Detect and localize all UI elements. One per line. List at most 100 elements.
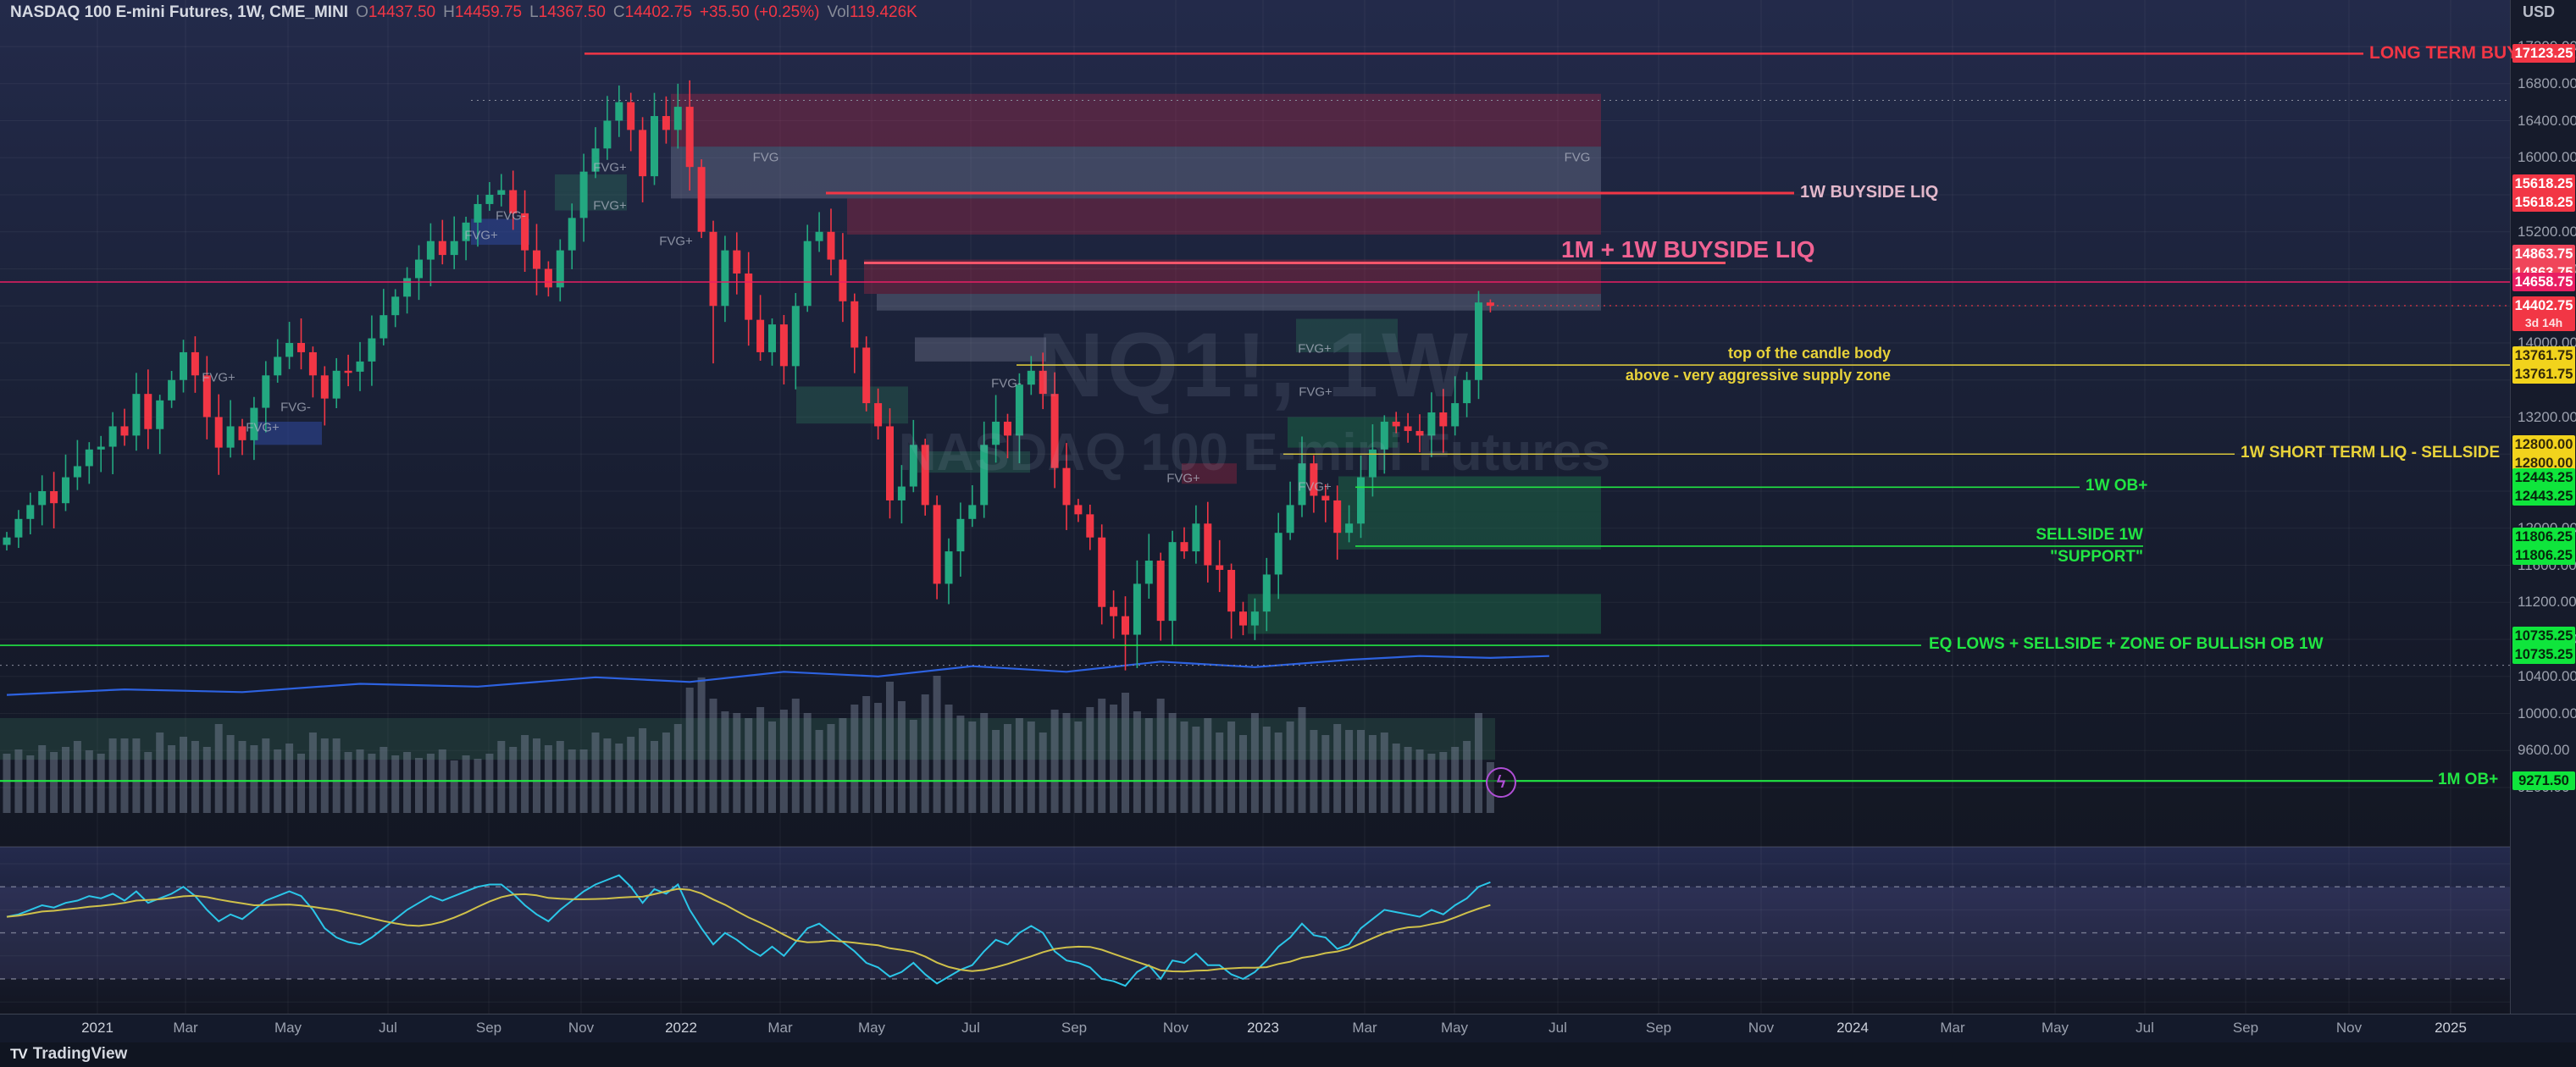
zone-demand[interactable]	[555, 191, 627, 211]
candle[interactable]	[474, 203, 482, 223]
candle[interactable]	[509, 190, 518, 213]
annotation-1m-ob[interactable]: 1M OB+	[2438, 771, 2499, 788]
candle[interactable]	[97, 446, 105, 450]
candle[interactable]	[1286, 505, 1294, 534]
candle[interactable]	[956, 518, 965, 552]
candle[interactable]	[26, 505, 35, 519]
candle[interactable]	[391, 296, 400, 316]
candle[interactable]	[791, 306, 800, 367]
candle[interactable]	[1098, 537, 1106, 607]
candle[interactable]	[1310, 463, 1318, 496]
candle[interactable]	[639, 130, 647, 177]
rsi-pane[interactable]	[0, 847, 2510, 1014]
candle[interactable]	[202, 375, 211, 417]
candle[interactable]	[1180, 542, 1188, 552]
zone-fvg[interactable]	[877, 294, 1601, 311]
candle[interactable]	[1050, 394, 1059, 468]
candle[interactable]	[992, 421, 1000, 445]
annotation-1w-buyside-liq[interactable]: 1W BUYSIDE LIQ	[1800, 183, 1939, 202]
candle[interactable]	[62, 477, 69, 504]
candle[interactable]	[874, 403, 883, 427]
candle[interactable]	[1368, 449, 1377, 478]
zone-ob[interactable]	[1248, 594, 1601, 634]
candle[interactable]	[1380, 421, 1388, 450]
candle[interactable]	[921, 445, 929, 506]
candle[interactable]	[285, 343, 294, 357]
zone-ob[interactable]	[1338, 511, 1601, 550]
candle[interactable]	[521, 213, 529, 251]
candle[interactable]	[1216, 565, 1224, 570]
candle[interactable]	[1262, 574, 1271, 612]
candle[interactable]	[1392, 421, 1400, 427]
candle[interactable]	[568, 218, 576, 251]
candle[interactable]	[1133, 583, 1141, 635]
annotation-1w-short-term-liq[interactable]: 1W SHORT TERM LIQ - SELLSIDE	[2241, 444, 2501, 462]
candle[interactable]	[1062, 467, 1071, 506]
candle[interactable]	[168, 379, 176, 401]
annotation-sellside-support[interactable]: "SUPPORT"	[2050, 548, 2143, 566]
candle[interactable]	[533, 250, 540, 269]
candle[interactable]	[438, 240, 446, 256]
candle[interactable]	[1357, 477, 1365, 524]
candle[interactable]	[250, 407, 258, 440]
zone-demand[interactable]	[555, 174, 627, 192]
annotation-supply-zone-line2[interactable]: above - very aggressive supply zone	[1625, 367, 1891, 384]
zone-supply[interactable]	[847, 198, 1601, 235]
candle[interactable]	[1168, 542, 1177, 622]
candle[interactable]	[1427, 412, 1436, 436]
candle[interactable]	[356, 361, 364, 372]
annotation-sellside-1w[interactable]: SELLSIDE 1W	[2036, 526, 2143, 544]
candle[interactable]	[968, 505, 977, 519]
candle[interactable]	[1074, 505, 1083, 515]
time-axis[interactable]: 2021 Mar May Jul Sep Nov 2022 Mar May Jul Sep Nov 20…	[0, 1014, 2576, 1042]
candle[interactable]	[733, 250, 741, 274]
symbol-title[interactable]: NASDAQ 100 E-mini Futures, 1W, CME_MINI	[10, 3, 349, 21]
candle[interactable]	[544, 268, 552, 288]
candle[interactable]	[214, 417, 223, 448]
candle[interactable]	[662, 116, 670, 130]
price-axis[interactable]: USD 17200.0016800.0016400.0016000.001520…	[2510, 0, 2576, 1014]
zone-supply[interactable]	[1182, 463, 1237, 484]
candle[interactable]	[1439, 412, 1448, 427]
zone-demand[interactable]	[917, 451, 1030, 473]
candle[interactable]	[1086, 514, 1094, 538]
candle[interactable]	[1345, 523, 1354, 534]
candle[interactable]	[120, 426, 129, 436]
candle[interactable]	[1015, 384, 1023, 436]
candle[interactable]	[980, 445, 989, 506]
candle[interactable]	[1039, 370, 1047, 395]
candle[interactable]	[1122, 616, 1129, 635]
candle[interactable]	[426, 240, 435, 260]
annotation-supply-zone-line1[interactable]: top of the candle body	[1728, 345, 1891, 362]
candle[interactable]	[1404, 426, 1412, 431]
candle[interactable]	[1027, 370, 1035, 385]
candle[interactable]	[191, 351, 199, 376]
candle[interactable]	[14, 518, 23, 538]
candle[interactable]	[1004, 421, 1011, 436]
candle[interactable]	[768, 324, 776, 352]
candle[interactable]	[1486, 302, 1494, 307]
candle[interactable]	[320, 375, 329, 399]
candle[interactable]	[262, 375, 270, 408]
candle[interactable]	[897, 486, 906, 500]
candle[interactable]	[1321, 495, 1330, 500]
zone-fvg[interactable]	[671, 147, 1601, 199]
candle[interactable]	[50, 491, 58, 504]
candle[interactable]	[274, 357, 282, 376]
candle[interactable]	[615, 102, 623, 121]
chart-canvas[interactable]	[0, 0, 2510, 1014]
candle[interactable]	[1144, 561, 1153, 584]
candle[interactable]	[1298, 463, 1306, 506]
candle[interactable]	[556, 250, 564, 288]
candle[interactable]	[745, 273, 753, 320]
candle[interactable]	[862, 347, 871, 404]
annotation-1w-ob[interactable]: 1W OB+	[2086, 477, 2148, 495]
candle[interactable]	[368, 338, 376, 362]
candle[interactable]	[1250, 611, 1259, 626]
candle[interactable]	[1463, 379, 1471, 404]
candle[interactable]	[297, 343, 305, 352]
annotation-1m-1w-buyside-liq[interactable]: 1M + 1W BUYSIDE LIQ	[1561, 236, 1815, 263]
candle[interactable]	[450, 240, 458, 256]
candle[interactable]	[673, 107, 682, 130]
candle[interactable]	[603, 120, 612, 149]
